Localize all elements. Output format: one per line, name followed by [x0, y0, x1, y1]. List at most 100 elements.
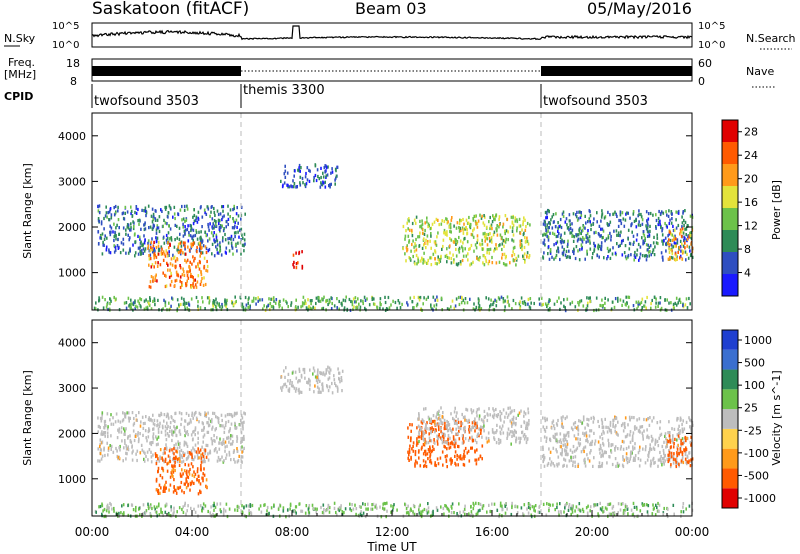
- scatter-cell: [197, 304, 199, 308]
- scatter-cell: [192, 228, 195, 232]
- scatter-cell: [362, 301, 364, 306]
- scatter-cell: [251, 503, 254, 508]
- scatter-cell: [636, 307, 638, 311]
- scatter-cell: [679, 256, 681, 260]
- scatter-cell: [299, 390, 301, 394]
- scatter-cell: [582, 225, 585, 229]
- scatter-cell: [132, 429, 135, 433]
- scatter-cell: [671, 238, 674, 242]
- scatter-cell: [445, 459, 448, 464]
- scatter-cell: [147, 506, 150, 511]
- scatter-cell: [182, 234, 185, 238]
- scatter-cell: [243, 238, 246, 242]
- scatter-cell: [547, 245, 550, 249]
- scatter-cell: [292, 253, 295, 257]
- scatter-cell: [548, 447, 550, 451]
- scatter-cell: [139, 249, 141, 253]
- scatter-cell: [308, 377, 310, 381]
- scatter-cell: [646, 428, 648, 432]
- scatter-cell: [584, 257, 586, 261]
- scatter-cell: [558, 440, 561, 444]
- scatter-cell: [187, 433, 189, 437]
- scatter-cell: [171, 416, 173, 420]
- scatter-cell: [475, 246, 478, 250]
- scatter-cell: [672, 440, 674, 444]
- scatter-cell: [627, 457, 629, 461]
- scatter-cell: [177, 486, 180, 490]
- scatter-cell: [449, 222, 452, 227]
- scatter-cell: [676, 238, 679, 242]
- scatter-cell: [364, 502, 366, 507]
- scatter-cell: [675, 244, 677, 248]
- scatter-cell: [126, 210, 129, 214]
- scatter-cell: [563, 239, 566, 244]
- scatter-cell: [681, 427, 684, 431]
- scatter-cell: [224, 423, 227, 427]
- scatter-cell: [292, 509, 294, 513]
- scatter-cell: [628, 445, 630, 449]
- scatter-cell: [574, 460, 576, 464]
- scatter-cell: [234, 220, 236, 225]
- scatter-cell: [562, 438, 565, 442]
- scatter-cell: [164, 447, 166, 451]
- scatter-cell: [140, 251, 143, 255]
- scatter-cell: [173, 506, 175, 510]
- scatter-cell: [617, 233, 620, 237]
- scatter-cell: [230, 413, 232, 417]
- scatter-cell: [118, 455, 120, 459]
- scatter-cell: [113, 295, 115, 300]
- scatter-cell: [633, 416, 635, 420]
- scatter-cell: [563, 433, 565, 437]
- scatter-cell: [664, 459, 666, 463]
- scatter-cell: [333, 304, 336, 308]
- scatter-cell: [585, 434, 588, 438]
- scatter-cell: [685, 297, 688, 301]
- scatter-cell: [145, 298, 147, 302]
- scatter-cell: [98, 204, 101, 208]
- scatter-cell: [196, 220, 199, 224]
- scatter-cell: [647, 223, 649, 227]
- scatter-cell: [499, 430, 502, 434]
- scatter-cell: [407, 227, 409, 231]
- scatter-cell: [114, 233, 116, 237]
- scatter-cell: [300, 305, 302, 309]
- scatter-cell: [210, 231, 213, 235]
- scatter-cell: [453, 418, 456, 422]
- scatter-cell: [448, 423, 451, 427]
- scatter-cell: [125, 444, 127, 448]
- scatter-cell: [116, 244, 119, 248]
- scatter-cell: [114, 204, 117, 209]
- scatter-cell: [601, 508, 603, 512]
- scatter-cell: [320, 166, 322, 170]
- scatter-cell: [107, 507, 110, 511]
- scatter-cell: [160, 250, 163, 254]
- scatter-cell: [138, 222, 140, 226]
- scatter-cell: [241, 510, 244, 514]
- scatter-cell: [170, 236, 173, 240]
- scatter-cell: [110, 226, 113, 230]
- scatter-cell: [418, 413, 420, 417]
- scatter-cell: [129, 434, 131, 438]
- scatter-cell: [572, 212, 575, 216]
- scatter-cell: [283, 181, 286, 185]
- scatter-cell: [646, 503, 648, 507]
- scatter-cell: [684, 303, 687, 307]
- scatter-cell: [545, 425, 548, 429]
- scatter-cell: [556, 440, 559, 444]
- scatter-cell: [213, 299, 216, 304]
- scatter-cell: [326, 298, 328, 303]
- scatter-cell: [597, 512, 599, 516]
- scatter-cell: [602, 429, 604, 433]
- scatter-cell: [463, 301, 466, 305]
- scatter-cell: [437, 462, 440, 466]
- scatter-cell: [231, 226, 234, 230]
- scatter-cell: [163, 252, 166, 256]
- scatter-cell: [175, 442, 177, 446]
- scatter-cell: [431, 307, 433, 311]
- scatter-cell: [462, 231, 465, 235]
- scatter-cell: [310, 302, 312, 306]
- scatter-cell: [352, 507, 355, 511]
- scatter-cell: [676, 445, 679, 449]
- scatter-cell: [351, 503, 353, 507]
- scatter-cell: [562, 210, 565, 214]
